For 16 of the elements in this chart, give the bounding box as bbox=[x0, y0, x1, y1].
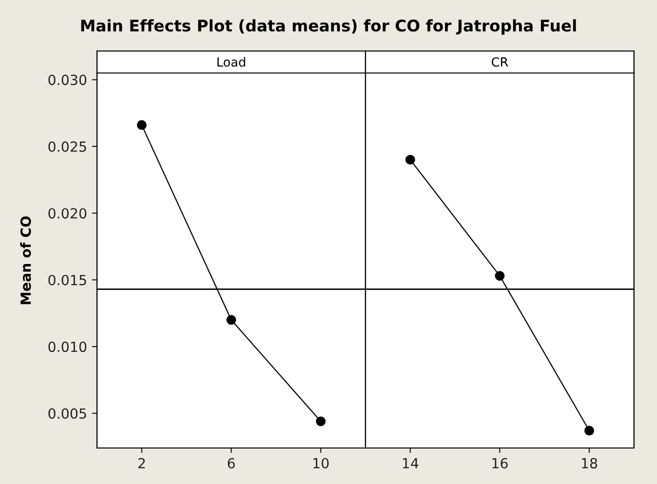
y-axis-title: Mean of CO bbox=[20, 216, 31, 304]
chart-subtitle: CR bbox=[492, 57, 508, 67]
chart-title: Main Effects Plot (data means) for CO for Jatropha Fuel bbox=[81, 19, 576, 35]
x-tick-label: 18 bbox=[582, 458, 598, 468]
x-tick-label: 14 bbox=[402, 458, 418, 468]
x-tick-label: 6 bbox=[228, 458, 235, 468]
y-tick-label: 0.025 bbox=[48, 141, 86, 152]
x-tick-label: 16 bbox=[492, 458, 508, 468]
y-tick-label: 0.015 bbox=[48, 274, 86, 286]
y-tick-label: 0.010 bbox=[48, 342, 86, 352]
y-tick-label: 0.020 bbox=[48, 208, 86, 219]
x-tick-label: 10 bbox=[313, 458, 329, 468]
y-tick-label: 0.030 bbox=[48, 74, 86, 86]
chart-subtitle: Load bbox=[217, 57, 246, 67]
y-tick-label: 0.005 bbox=[48, 408, 86, 419]
x-tick-label: 2 bbox=[138, 458, 145, 468]
